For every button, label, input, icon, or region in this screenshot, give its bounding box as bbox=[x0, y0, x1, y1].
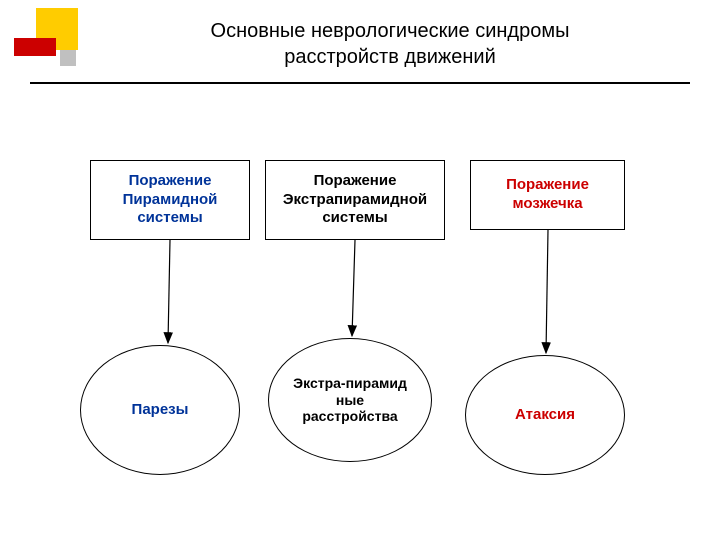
ellipse-line: расстройства bbox=[302, 408, 397, 425]
ellipse-paresis: Парезы bbox=[80, 345, 240, 475]
slide-title: Основные неврологические синдромы расстр… bbox=[130, 18, 650, 70]
arrow bbox=[546, 230, 548, 353]
arrow bbox=[168, 240, 170, 343]
ellipse-extrapyramidal-disorders: Экстра-пирамидныерасстройства bbox=[268, 338, 432, 462]
ellipse-line: Экстра-пирамид bbox=[293, 375, 407, 392]
box-cerebellum: Поражениемозжечка bbox=[470, 160, 625, 230]
title-line1: Основные неврологические синдромы bbox=[211, 20, 570, 42]
title-line2: расстройств движений bbox=[284, 46, 496, 68]
title-underline bbox=[30, 82, 690, 84]
ellipse-line: ные bbox=[336, 392, 364, 409]
ellipse-line: Парезы bbox=[132, 401, 189, 419]
box-line: Поражение bbox=[506, 176, 589, 195]
box-line: Поражение bbox=[129, 172, 212, 191]
box-line: Поражение bbox=[314, 172, 397, 191]
box-pyramidal-system: ПоражениеПирамидной системы bbox=[90, 160, 250, 240]
ellipse-ataxia: Атаксия bbox=[465, 355, 625, 475]
box-line: Пирамидной системы bbox=[95, 191, 245, 229]
box-extrapyramidal-system: ПоражениеЭкстрапирамидной системы bbox=[265, 160, 445, 240]
arrow bbox=[352, 240, 355, 336]
decor-gray-square bbox=[60, 50, 76, 66]
box-line: мозжечка bbox=[512, 195, 582, 214]
decor-red-rect bbox=[14, 38, 56, 56]
box-line: Экстрапирамидной системы bbox=[270, 191, 440, 229]
ellipse-line: Атаксия bbox=[515, 406, 575, 424]
